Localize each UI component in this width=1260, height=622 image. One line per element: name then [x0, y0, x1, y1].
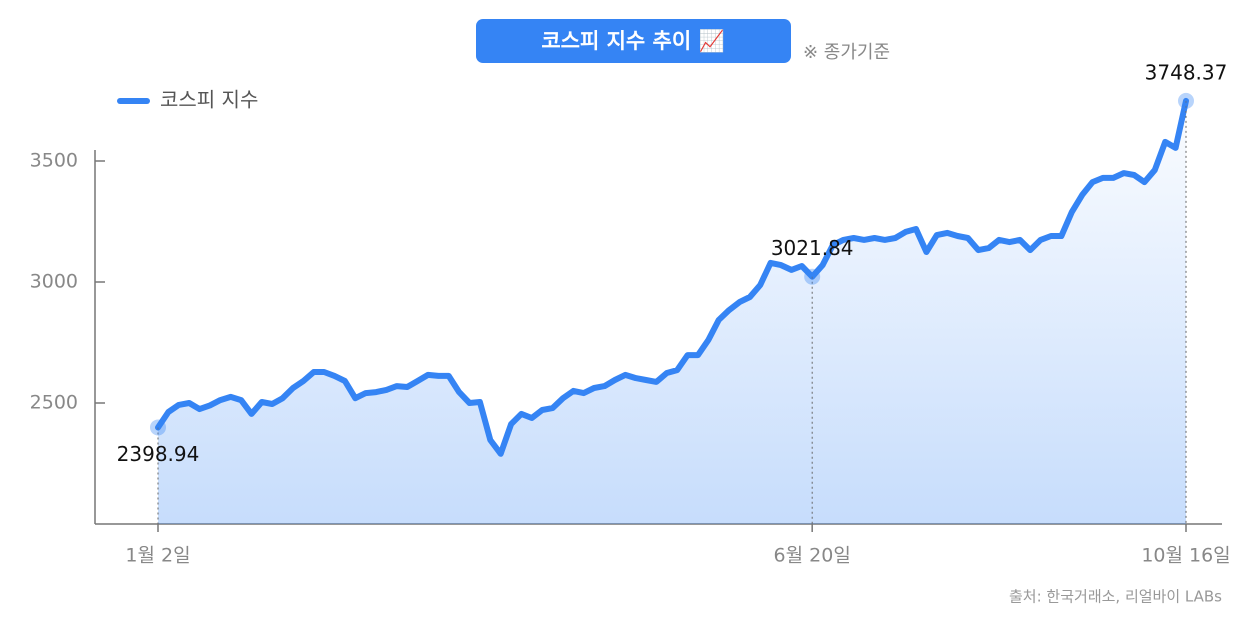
line	[155, 97, 1189, 457]
x-tick-label: 1월 2일	[125, 545, 190, 567]
value-label: 3021.84	[771, 236, 854, 260]
value-label: 3748.37	[1145, 60, 1228, 84]
x-tick-label: 10월 16일	[1141, 545, 1230, 567]
area-fill	[158, 100, 1186, 525]
subtitle: ※ 종가기준	[803, 42, 890, 63]
y-tick-label: 2500	[30, 392, 78, 414]
x-tick-label: 6월 20일	[774, 545, 851, 567]
chart-title: 코스피 지수 추이 📈	[541, 28, 724, 53]
point-marker	[1178, 92, 1194, 109]
y-tick-label: 3000	[30, 271, 78, 293]
legend-label: 코스피 지수	[160, 88, 258, 112]
source: 출처: 한국거래소, 리얼바이 LABs	[1009, 588, 1222, 606]
point-marker	[804, 268, 821, 285]
title-badge	[476, 19, 791, 63]
y-tick-label: 3500	[30, 150, 78, 172]
value-label: 2398.94	[117, 442, 200, 466]
point-marker	[150, 419, 166, 436]
